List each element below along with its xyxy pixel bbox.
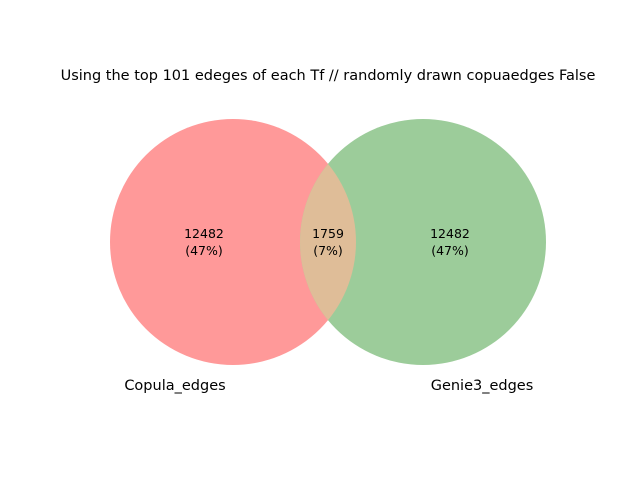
left-set-circle: [110, 119, 356, 365]
right-set-circle: [300, 119, 546, 365]
diagram-title: Using the top 101 edeges of each Tf // r…: [61, 68, 596, 84]
left-set-label: Copula_edges: [124, 378, 225, 394]
left-only-percent: (47%): [185, 243, 223, 258]
overlap-count: 1759: [312, 226, 344, 241]
left-only-count: 12482: [184, 226, 224, 241]
right-only-count: 12482: [430, 226, 470, 241]
right-set-label: Genie3_edges: [431, 378, 534, 394]
right-only-percent: (47%): [431, 243, 469, 258]
overlap-percent: (7%): [313, 243, 343, 258]
